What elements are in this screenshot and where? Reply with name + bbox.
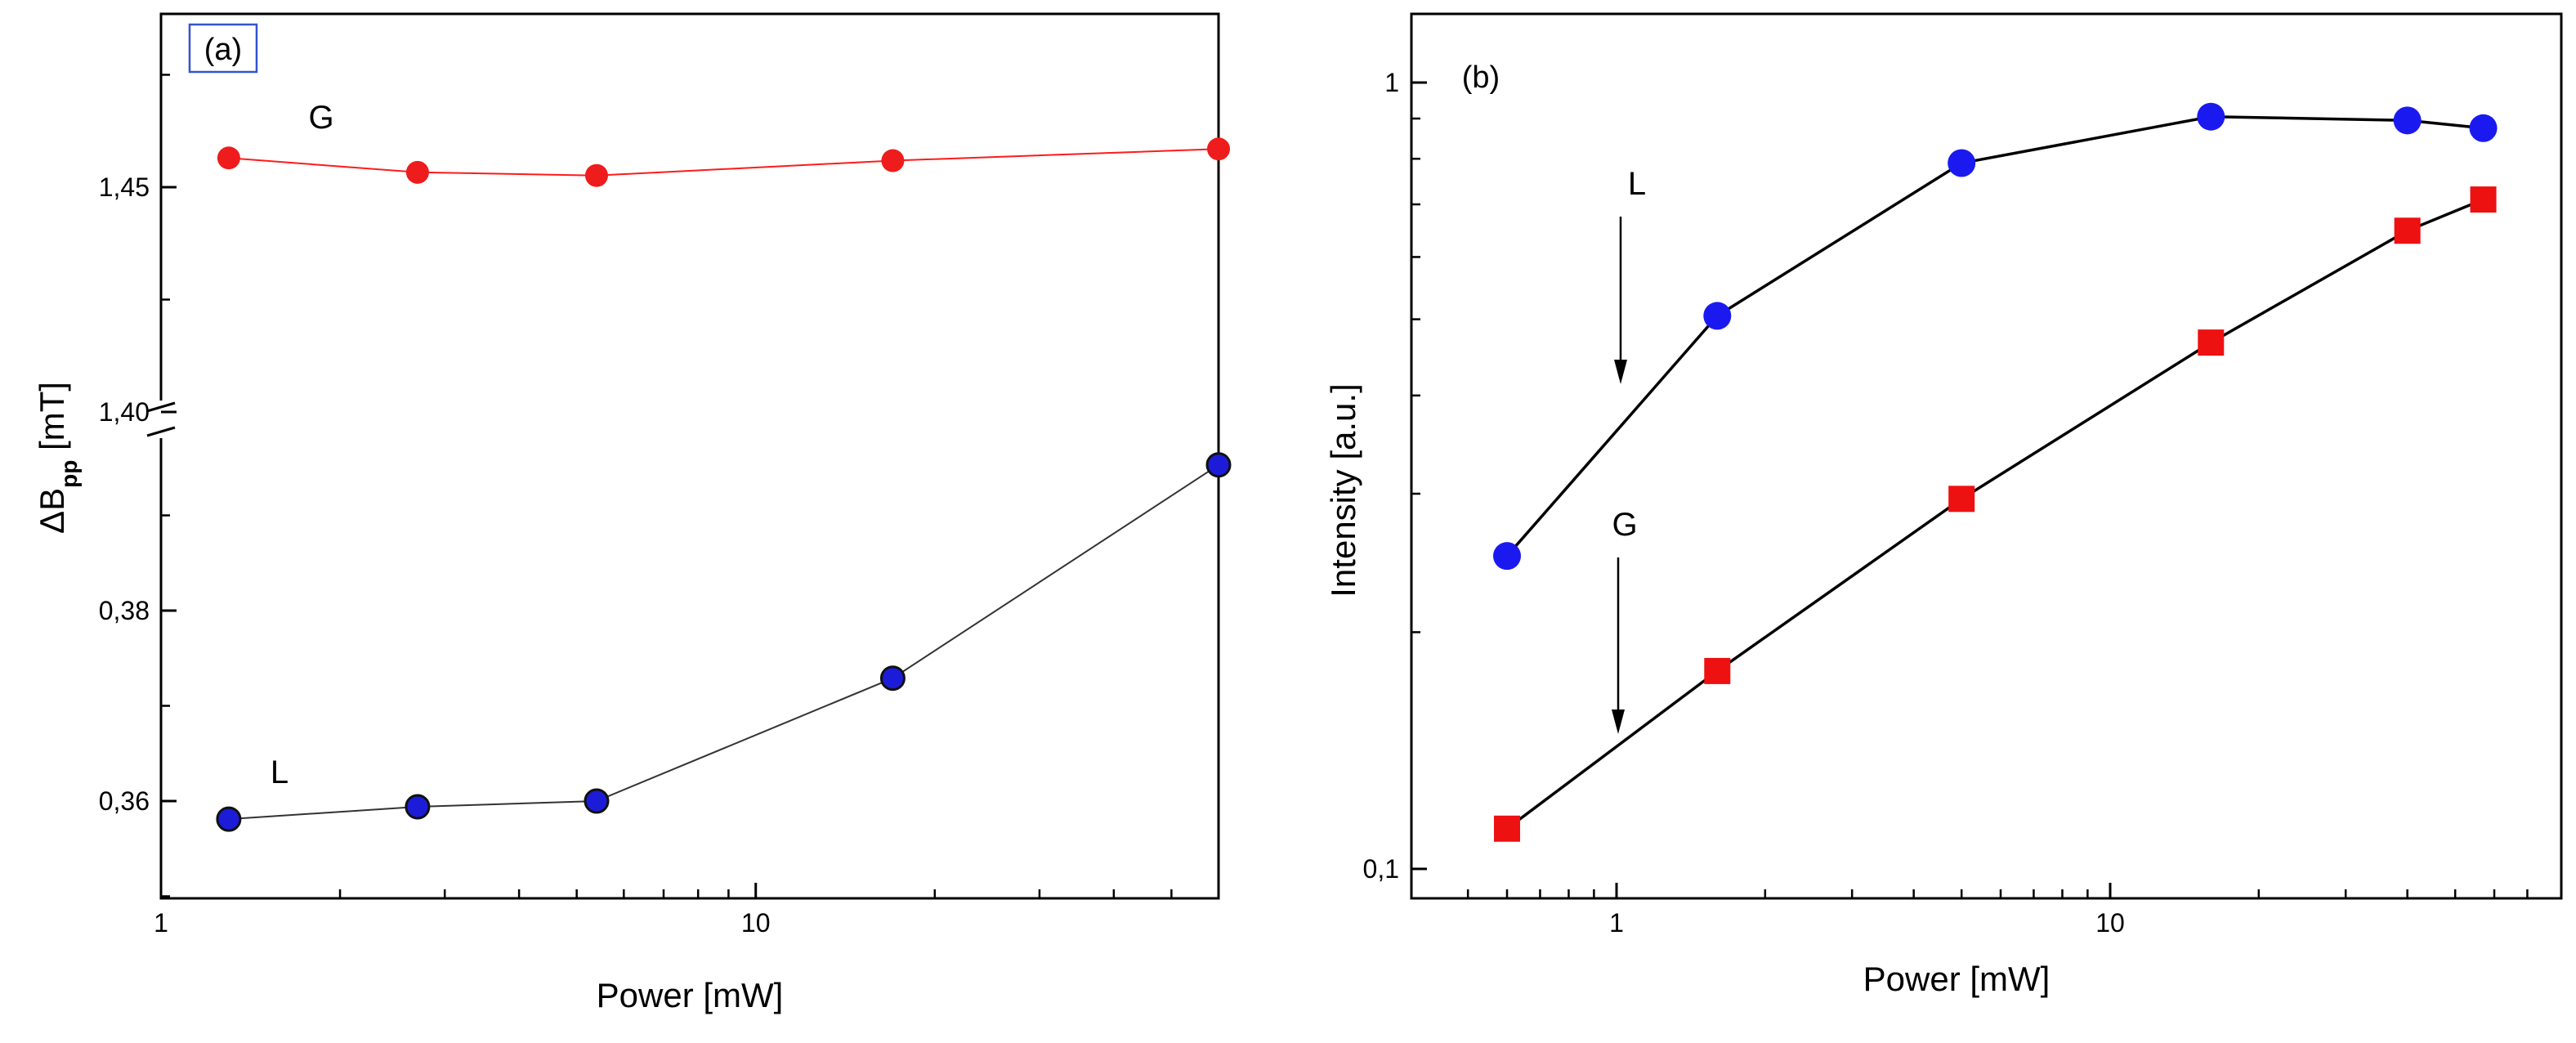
panel-a-point-L [879,665,906,692]
panel-b-arrowhead-G [1612,710,1625,734]
panel-a: (a) 1,40 1,45 0,36 0,38 1 10 Power [mW] ΔBp… [33,12,1232,1014]
panel-b-series-label-L: L [1628,166,1646,202]
panel-a-y-axis-title: ΔBpp [mT] [33,382,82,534]
panel-a-point-G [881,149,905,172]
panel-a-tag: (a) [204,33,242,67]
panel-b-point-G [1494,815,1521,842]
panel-b-plot-frame [1410,12,2563,900]
panel-a-point-G [405,160,429,184]
panel-b-point-L [1493,542,1522,571]
panel-b-y-axis-title: Intensity [a.u.] [1324,383,1362,597]
panel-a-series-label-L: L [271,754,288,790]
panel-a-series-label-G: G [308,100,333,136]
panel-b-x-tick-label: 1 [1609,908,1624,938]
panel-a-point-G [217,146,240,170]
panel-a-y-ticks-lower: 0,36 0,38 [99,514,177,898]
panel-b-series [1493,102,2498,842]
panel-b-point-L [2469,114,2498,142]
panel-b-tag: (b) [1462,60,1500,95]
panel-b-x-tick-label: 10 [2095,908,2125,938]
panel-a-point-G [1207,137,1230,161]
panel-a-tag-box [188,23,258,74]
panel-a-point-L [1205,452,1232,478]
panel-b-series-label-G: G [1612,507,1637,543]
panel-b-y-tick-label: 0,1 [1363,854,1399,884]
panel-b-point-G [2198,329,2225,356]
panel-b-y-tick-label: 1 [1384,68,1399,97]
panel-b-point-G [2470,186,2497,213]
panel-a-point-L [405,794,431,820]
panel-b: (b) 0,11 1 10 Power [mW] Intensity [a.u.]… [1324,12,2563,998]
panel-b-x-axis-title: Power [mW] [1863,960,2051,998]
panel-a-plot-frame [159,12,1220,900]
panel-a-y-tick-label: 0,38 [99,596,150,625]
panel-a-series [216,137,1232,832]
panel-b-series-line-L [1505,114,2484,557]
panel-a-y-tick-label: 0,36 [99,786,150,816]
panel-b-x-ticks: 1 10 [1466,883,2529,938]
panel-a-x-ticks: 1 10 [154,883,1220,938]
panel-b-point-L [2393,106,2422,135]
panel-a-y-tick-label: 1,40 [99,397,150,427]
panel-a-axis-break [146,401,176,438]
panel-b-point-G [2394,217,2421,244]
panel-a-point-G [584,163,608,187]
panel-a-point-L [216,806,242,832]
panel-b-point-L [1948,149,1976,177]
panel-a-x-tick-label: 1 [154,908,168,938]
panel-a-y-ticks-upper: 1,40 1,45 [99,74,177,427]
panel-a-series-line-L [228,463,1219,821]
panel-b-point-G [1704,657,1731,684]
panel-a-series-line-G [228,148,1219,177]
panel-a-x-axis-title: Power [mW] [597,976,784,1014]
panel-b-point-L [1703,302,1732,330]
panel-a-y-tick-label: 1,45 [99,172,150,202]
panel-a-point-L [584,788,610,814]
panel-b-y-ticks: 0,11 [1363,68,1427,884]
panel-b-series-line-G [1505,198,2484,830]
panel-b-arrowhead-L [1614,360,1627,384]
panel-a-x-tick-label: 10 [741,908,771,938]
panel-b-point-L [2197,102,2225,131]
panel-b-point-G [1948,486,1975,513]
